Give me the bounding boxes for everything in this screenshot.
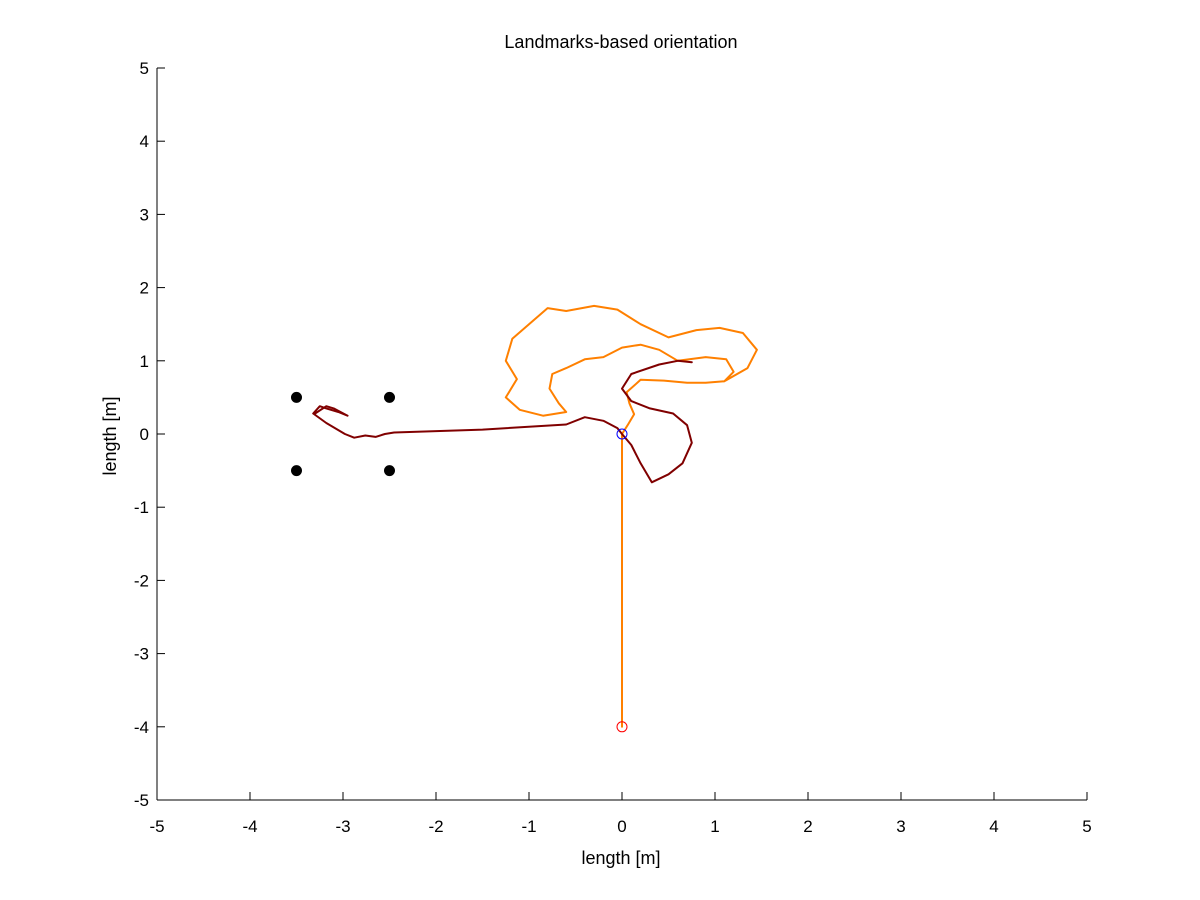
y-tick-label: -2 — [134, 571, 149, 590]
y-axis-label: length [m] — [100, 396, 120, 475]
x-tick-label: -5 — [149, 817, 164, 836]
x-tick-label: -4 — [242, 817, 257, 836]
y-tick-label: 3 — [140, 205, 149, 224]
y-tick-label: 5 — [140, 59, 149, 78]
chart-title: Landmarks-based orientation — [504, 32, 737, 52]
trajectory-line-2 — [312, 359, 693, 484]
y-tick-label: -1 — [134, 498, 149, 517]
landmark-marker — [291, 465, 302, 477]
landmark-marker — [384, 465, 395, 477]
x-tick-label: 3 — [896, 817, 905, 836]
y-tick-label: 0 — [140, 425, 149, 444]
start-marker — [616, 721, 628, 733]
landmark-marker — [291, 391, 302, 403]
y-tick-label: 2 — [140, 279, 149, 298]
x-tick-label: -3 — [335, 817, 350, 836]
y-tick-label: 1 — [140, 352, 149, 371]
y-tick-label: -3 — [134, 645, 149, 664]
x-tick-label: -2 — [428, 817, 443, 836]
plot-area — [291, 304, 758, 733]
x-axis-label: length [m] — [581, 848, 660, 868]
axes: -5 -4 -3 -2 -1 0 1 2 3 4 5 -5 -4 -3 -2 -1 0 1 2 3 4 5 — [134, 59, 1092, 836]
y-tick-label: -5 — [134, 791, 149, 810]
x-tick-label: 2 — [803, 817, 812, 836]
y-tick-label: 4 — [140, 132, 149, 151]
x-tick-label: -1 — [521, 817, 536, 836]
x-tick-label: 0 — [617, 817, 626, 836]
trajectory-line-1 — [504, 304, 758, 728]
x-tick-label: 5 — [1082, 817, 1091, 836]
y-tick-label: -4 — [134, 718, 149, 737]
origin-marker — [616, 428, 628, 440]
x-tick-label: 4 — [989, 817, 998, 836]
x-tick-label: 1 — [710, 817, 719, 836]
landmark-marker — [384, 391, 395, 403]
